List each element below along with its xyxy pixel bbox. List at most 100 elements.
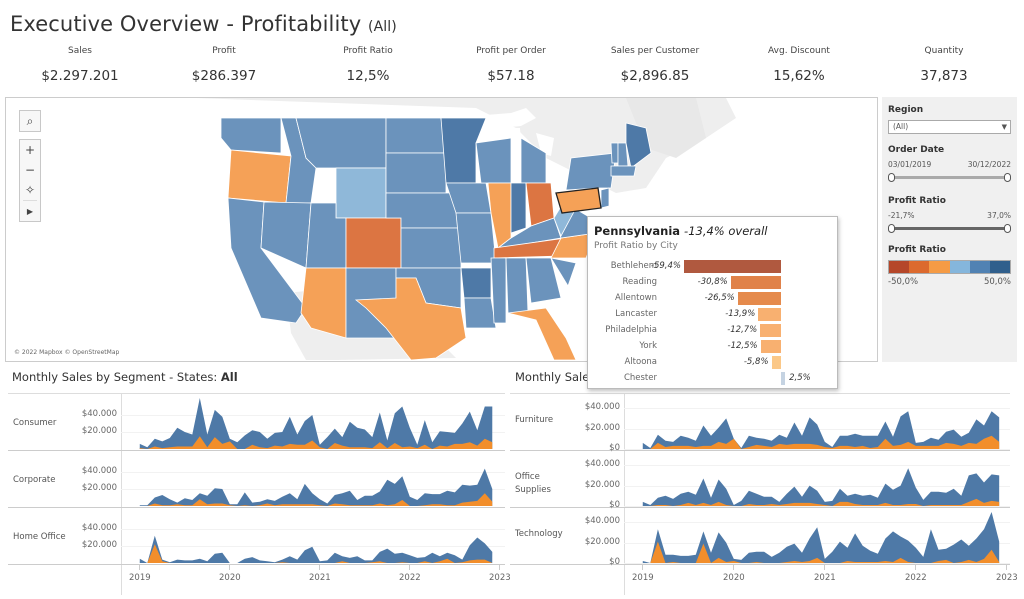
state-indiana[interactable] xyxy=(510,182,527,234)
state-north-dakota[interactable] xyxy=(385,117,447,154)
profit-area[interactable] xyxy=(139,493,493,506)
state-florida[interactable] xyxy=(507,307,577,361)
area-svg xyxy=(642,512,1000,563)
sales-area[interactable] xyxy=(642,411,1000,449)
sales-area[interactable] xyxy=(139,535,493,563)
state-colorado[interactable] xyxy=(345,217,402,269)
city-name: Chester xyxy=(623,373,657,383)
state-oregon[interactable] xyxy=(227,149,292,204)
title-text: Monthly Sales by Segment - States: xyxy=(12,370,221,384)
filter-panel: Region (All) ▼ Order Date 03/01/2019 30/… xyxy=(882,97,1017,362)
region-value: (All) xyxy=(893,122,909,131)
city-row: Allentown -26,5% xyxy=(588,291,839,307)
kpi-label: Profit xyxy=(212,46,236,56)
city-bar xyxy=(771,356,781,369)
state-arizona[interactable] xyxy=(300,267,347,339)
search-icon[interactable]: ⌕ xyxy=(26,113,34,128)
map-search-control[interactable]: ⌕ xyxy=(19,110,41,132)
kpi-strip: Sales $2.297.201 Profit $286.397 Profit Ra… xyxy=(0,46,1024,92)
chart-row-home-office xyxy=(8,508,505,565)
state-montana[interactable] xyxy=(295,117,387,169)
x-tick-label: 2019 xyxy=(632,573,654,583)
city-value: -30,8% xyxy=(697,277,728,287)
axis-divider xyxy=(624,394,625,595)
sales-area[interactable] xyxy=(139,398,493,449)
state-minnesota[interactable] xyxy=(440,117,487,184)
state-maine[interactable] xyxy=(625,122,652,169)
slider-handle-min[interactable] xyxy=(888,224,895,233)
state-south-dakota[interactable] xyxy=(385,152,447,194)
order-date-slider[interactable] xyxy=(888,172,1011,182)
x-tick-label: 2023 xyxy=(489,573,511,583)
color-legend-label: Profit Ratio xyxy=(888,245,946,255)
state-pennsylvania[interactable] xyxy=(555,187,602,214)
state-arkansas[interactable] xyxy=(460,267,492,299)
states-layer xyxy=(220,117,652,361)
play-icon[interactable]: ▶ xyxy=(26,206,34,216)
state-washington[interactable] xyxy=(220,117,282,154)
x-tick xyxy=(824,565,825,570)
state-texas[interactable] xyxy=(354,277,467,361)
state-wyoming[interactable] xyxy=(335,167,387,219)
y-tick-label: $40.000 xyxy=(81,523,117,533)
profit-area[interactable] xyxy=(139,436,493,449)
map-credit: © 2022 Mapbox © OpenStreetMap xyxy=(14,349,120,356)
city-name: Allentown xyxy=(614,293,657,303)
state-kansas[interactable] xyxy=(400,227,462,269)
state-vermont[interactable] xyxy=(610,142,619,164)
state-new-jersey[interactable] xyxy=(600,187,610,209)
x-tick-label: 2022 xyxy=(905,573,927,583)
x-tick xyxy=(1006,565,1007,570)
state-alabama[interactable] xyxy=(505,257,529,314)
area-svg xyxy=(642,468,1000,506)
slider-handle-max[interactable] xyxy=(1004,224,1011,233)
state-mississippi[interactable] xyxy=(490,257,507,324)
profit-map[interactable]: ⌕ + − ✧ ▶ © 2022 Mapbox © OpenStreetMap xyxy=(5,97,878,362)
order-date-label: Order Date xyxy=(888,145,945,155)
x-tick xyxy=(642,565,643,570)
segment-chart: Consumer $40.000 $20.000 Corporate $40.000 $2… xyxy=(8,393,511,595)
legend-swatch xyxy=(909,261,930,273)
state-louisiana[interactable] xyxy=(463,297,497,329)
profit-area[interactable] xyxy=(642,498,1000,506)
state-wisconsin[interactable] xyxy=(475,137,512,184)
kpi-avg-discount: Avg. Discount 15,62% xyxy=(729,46,869,84)
state-missouri[interactable] xyxy=(455,212,497,264)
state-new-york[interactable] xyxy=(565,152,617,191)
city-bar xyxy=(760,340,781,353)
city-name: Philadelphia xyxy=(605,325,657,335)
row-label: Home Office xyxy=(13,532,66,542)
profit-area[interactable] xyxy=(642,435,1000,449)
x-tick-label: 2022 xyxy=(399,573,421,583)
slider-handle-min[interactable] xyxy=(888,173,895,182)
x-tick xyxy=(733,565,734,570)
state-georgia[interactable] xyxy=(525,257,562,304)
row-label: Corporate xyxy=(13,475,56,485)
order-date-range: 03/01/2019 30/12/2022 xyxy=(888,160,1011,169)
x-tick xyxy=(319,565,320,570)
sales-area[interactable] xyxy=(139,468,493,506)
color-legend-range: -50,0% 50,0% xyxy=(888,277,1011,287)
state-massachusetts[interactable] xyxy=(610,165,637,177)
x-tick-label: 2021 xyxy=(309,573,331,583)
sales-area[interactable] xyxy=(642,512,1000,563)
zoom-out-icon[interactable]: − xyxy=(24,163,36,177)
city-bar xyxy=(758,308,781,321)
city-row: Chester 2,5% xyxy=(588,371,839,387)
slider-handle-max[interactable] xyxy=(1004,173,1011,182)
zoom-in-icon[interactable]: + xyxy=(24,143,36,157)
profit-ratio-slider[interactable] xyxy=(888,223,1011,233)
region-dropdown[interactable]: (All) ▼ xyxy=(888,120,1011,134)
kpi-value: $286.397 xyxy=(191,68,257,84)
row-label: Technology xyxy=(515,529,563,539)
kpi-label: Avg. Discount xyxy=(768,46,830,56)
x-tick xyxy=(499,565,500,570)
lake-michigan xyxy=(510,128,522,168)
pin-icon[interactable]: ✧ xyxy=(24,183,36,197)
divider xyxy=(23,200,37,201)
y-tick-label: $20.000 xyxy=(81,540,117,550)
map-canvas[interactable] xyxy=(6,98,878,362)
sales-area[interactable] xyxy=(642,468,1000,506)
state-south-carolina[interactable] xyxy=(550,257,577,287)
